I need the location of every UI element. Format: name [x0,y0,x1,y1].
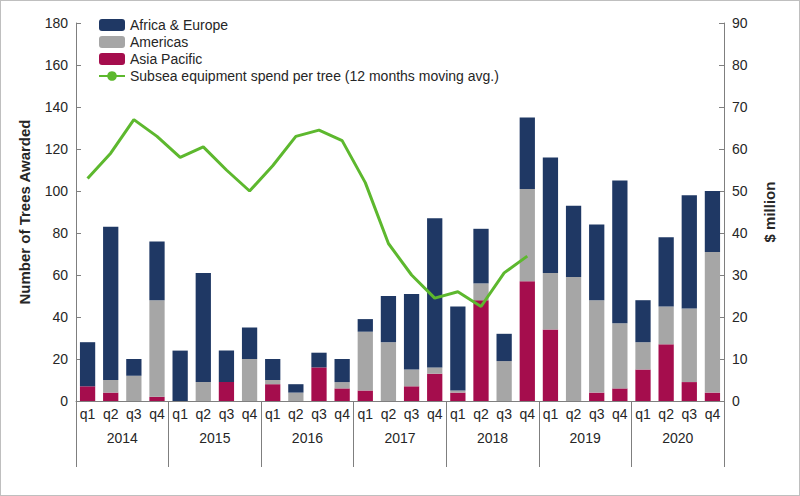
svg-text:q2: q2 [473,406,489,422]
svg-text:0: 0 [732,393,740,409]
svg-text:2017: 2017 [384,430,415,446]
svg-text:160: 160 [45,57,69,73]
svg-text:q3: q3 [496,406,512,422]
svg-text:80: 80 [52,225,68,241]
svg-text:2016: 2016 [292,430,323,446]
svg-text:q2: q2 [103,406,119,422]
svg-text:2018: 2018 [477,430,508,446]
svg-text:q2: q2 [195,406,211,422]
svg-text:Subsea equipment spend per tre: Subsea equipment spend per tree (12 mont… [130,68,499,84]
svg-text:q1: q1 [543,406,559,422]
svg-text:70: 70 [732,99,748,115]
svg-text:q1: q1 [265,406,281,422]
svg-text:50: 50 [732,183,748,199]
svg-text:2020: 2020 [662,430,693,446]
svg-text:60: 60 [52,267,68,283]
svg-text:q1: q1 [172,406,188,422]
svg-text:q2: q2 [381,406,397,422]
svg-text:q1: q1 [450,406,466,422]
svg-text:2015: 2015 [199,430,230,446]
svg-text:10: 10 [732,351,748,367]
svg-text:q3: q3 [126,406,142,422]
svg-text:2019: 2019 [570,430,601,446]
svg-text:20: 20 [52,351,68,367]
svg-text:q1: q1 [635,406,651,422]
svg-text:q4: q4 [334,406,350,422]
svg-text:100: 100 [45,183,69,199]
svg-text:Number of Trees Awarded: Number of Trees Awarded [16,119,33,304]
svg-text:180: 180 [45,15,69,31]
svg-text:q4: q4 [427,406,443,422]
svg-text:90: 90 [732,15,748,31]
svg-text:Americas: Americas [130,34,188,50]
svg-text:q3: q3 [219,406,235,422]
svg-text:q1: q1 [80,406,96,422]
svg-text:0: 0 [60,393,68,409]
svg-text:q4: q4 [705,406,721,422]
svg-text:Asia Pacific: Asia Pacific [130,51,202,67]
svg-text:q4: q4 [149,406,165,422]
svg-text:q2: q2 [288,406,304,422]
svg-text:q3: q3 [589,406,605,422]
svg-text:$ million: $ million [761,182,778,243]
svg-text:30: 30 [732,267,748,283]
svg-text:40: 40 [732,225,748,241]
svg-text:q4: q4 [612,406,628,422]
svg-text:40: 40 [52,309,68,325]
svg-text:q2: q2 [566,406,582,422]
svg-text:Africa & Europe: Africa & Europe [130,17,228,33]
svg-text:60: 60 [732,141,748,157]
svg-text:120: 120 [45,141,69,157]
svg-text:q4: q4 [519,406,535,422]
svg-text:q3: q3 [311,406,327,422]
svg-text:q1: q1 [357,406,373,422]
svg-text:20: 20 [732,309,748,325]
svg-text:80: 80 [732,57,748,73]
svg-text:q3: q3 [404,406,420,422]
svg-text:q4: q4 [242,406,258,422]
svg-text:2014: 2014 [107,430,138,446]
svg-text:140: 140 [45,99,69,115]
svg-text:q3: q3 [681,406,697,422]
svg-text:q2: q2 [658,406,674,422]
